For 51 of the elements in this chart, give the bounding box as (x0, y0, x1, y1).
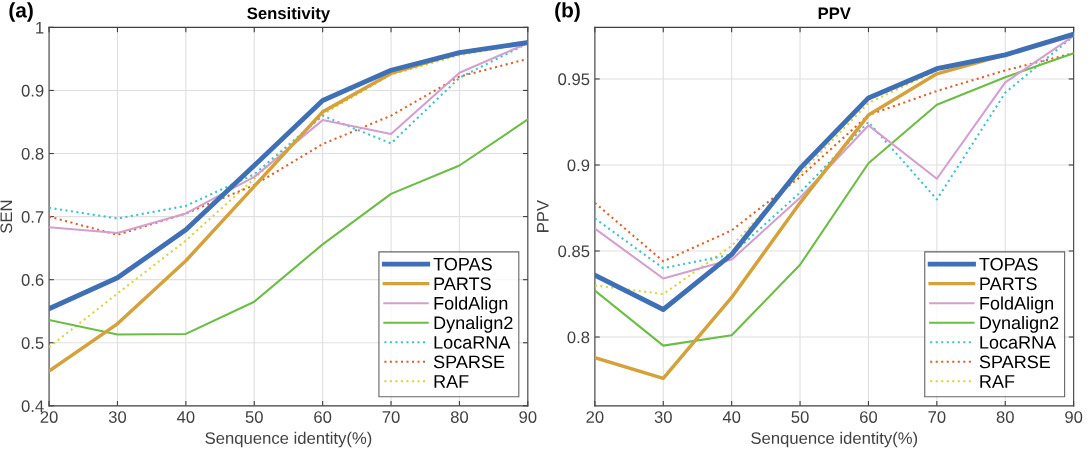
y-axis-title: SEN (0, 200, 13, 233)
legend-label: FoldAlign (980, 296, 1054, 314)
legend-label: LocaRNA (980, 336, 1057, 349)
y-tick-label: 0.9 (567, 159, 590, 172)
x-tick-label: 80 (996, 411, 1014, 423)
text: (a) (9, 2, 33, 22)
legend-label: TOPAS (979, 257, 1038, 271)
legend-label: SPARSE (979, 355, 1051, 369)
legend-label: SPARSE (433, 355, 505, 369)
x-tick-label: 70 (928, 411, 946, 423)
chart-title: PPV (818, 7, 851, 20)
legend-label: Dynalign2 (434, 315, 513, 333)
x-tick-label: 60 (860, 411, 878, 423)
y-tick-label: 0.8 (567, 331, 590, 344)
x-tick-label: 60 (314, 411, 332, 423)
x-tick-label: 50 (791, 411, 809, 423)
x-axis-title: Senquence identity(%) (751, 431, 918, 448)
y-tick-label: 0.8 (21, 147, 44, 160)
y-tick-label: 0.85 (558, 245, 590, 258)
x-tick-label: 90 (519, 411, 537, 423)
y-tick-label: 0.4 (21, 400, 44, 413)
line-series (49, 118, 528, 336)
x-tick-label: 30 (108, 411, 127, 423)
x-tick-label: 40 (722, 411, 741, 423)
y-tick-label: 1 (36, 21, 44, 34)
chart-title: Sensitivity (247, 6, 331, 23)
y-tick-label: 0.7 (21, 211, 44, 223)
y-tick-label: 0.6 (21, 274, 44, 286)
legend-label: PARTS (980, 277, 1037, 291)
legend-label: RAF (434, 375, 469, 388)
x-tick-label: 30 (654, 411, 672, 423)
legend-label: TOPAS (433, 257, 492, 271)
legend-label: PARTS (434, 277, 491, 291)
legend-label: Dynalign2 (980, 315, 1059, 333)
x-tick-label: 90 (1065, 411, 1083, 423)
x-tick-label: 20 (586, 411, 604, 423)
y-tick-label: 0.95 (558, 73, 590, 86)
text: (b) (555, 2, 580, 22)
legend-label: FoldAlign (434, 296, 508, 314)
line-series (594, 52, 1074, 347)
legend-label: LocaRNA (434, 336, 511, 349)
y-tick-label: 0.9 (21, 84, 44, 97)
y-tick-label: 0.5 (21, 337, 44, 349)
legend-label: RAF (980, 375, 1015, 388)
x-axis-title: Senquence identity(%) (205, 431, 372, 448)
y-axis-title: PPV (537, 200, 549, 232)
x-tick-label: 40 (176, 411, 195, 423)
x-tick-label: 70 (382, 411, 400, 423)
x-tick-label: 80 (450, 411, 469, 423)
x-tick-label: 50 (245, 411, 263, 423)
x-tick-label: 20 (40, 411, 58, 423)
